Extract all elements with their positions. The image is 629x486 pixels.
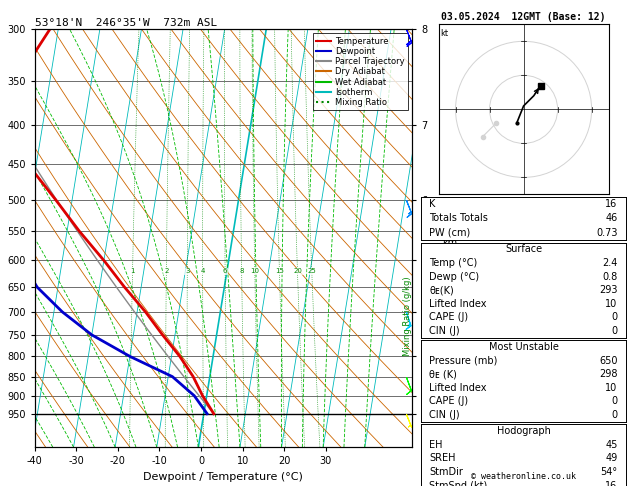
- Text: 2.4: 2.4: [603, 258, 618, 268]
- Text: 4: 4: [201, 268, 205, 275]
- X-axis label: Dewpoint / Temperature (°C): Dewpoint / Temperature (°C): [143, 472, 303, 482]
- Text: 20: 20: [293, 268, 302, 275]
- Text: Lifted Index: Lifted Index: [430, 299, 487, 309]
- Text: Lifted Index: Lifted Index: [430, 383, 487, 393]
- Text: 54°: 54°: [601, 467, 618, 477]
- Text: 6: 6: [223, 268, 227, 275]
- Text: StmDir: StmDir: [430, 467, 464, 477]
- Text: © weatheronline.co.uk: © weatheronline.co.uk: [471, 472, 576, 481]
- Text: 0.8: 0.8: [603, 272, 618, 281]
- Text: 45: 45: [605, 440, 618, 450]
- Text: Most Unstable: Most Unstable: [489, 342, 559, 352]
- Text: 46: 46: [606, 213, 618, 224]
- Text: 0: 0: [611, 410, 618, 420]
- Text: K: K: [430, 199, 436, 209]
- Text: 8: 8: [240, 268, 244, 275]
- Text: 25: 25: [308, 268, 316, 275]
- Text: 293: 293: [599, 285, 618, 295]
- Text: 15: 15: [275, 268, 284, 275]
- Text: StmSpd (kt): StmSpd (kt): [430, 481, 487, 486]
- Text: Surface: Surface: [505, 244, 542, 254]
- Text: 10: 10: [606, 383, 618, 393]
- Text: 03.05.2024  12GMT (Base: 12): 03.05.2024 12GMT (Base: 12): [442, 12, 606, 22]
- Text: θᴇ (K): θᴇ (K): [430, 369, 457, 379]
- Text: CIN (J): CIN (J): [430, 410, 460, 420]
- Text: 16: 16: [606, 481, 618, 486]
- Text: CIN (J): CIN (J): [430, 326, 460, 336]
- Text: CAPE (J): CAPE (J): [430, 397, 469, 406]
- Text: Mixing Ratio (g/kg): Mixing Ratio (g/kg): [403, 276, 412, 356]
- Text: Dewp (°C): Dewp (°C): [430, 272, 479, 281]
- Text: Hodograph: Hodograph: [497, 426, 550, 436]
- Text: CAPE (J): CAPE (J): [430, 312, 469, 322]
- Legend: Temperature, Dewpoint, Parcel Trajectory, Dry Adiabat, Wet Adiabat, Isotherm, Mi: Temperature, Dewpoint, Parcel Trajectory…: [313, 34, 408, 110]
- Text: θᴇ(K): θᴇ(K): [430, 285, 454, 295]
- Text: kt: kt: [440, 29, 448, 38]
- Text: PW (cm): PW (cm): [430, 228, 470, 238]
- Text: 0: 0: [611, 326, 618, 336]
- Text: 3: 3: [185, 268, 189, 275]
- Text: Pressure (mb): Pressure (mb): [430, 356, 498, 365]
- Text: 1: 1: [130, 268, 135, 275]
- Text: 10: 10: [606, 299, 618, 309]
- Text: 53°18'N  246°35'W  732m ASL: 53°18'N 246°35'W 732m ASL: [35, 18, 217, 28]
- Y-axis label: hPa: hPa: [0, 228, 1, 248]
- Text: EH: EH: [430, 440, 443, 450]
- Text: 10: 10: [250, 268, 259, 275]
- Text: SREH: SREH: [430, 453, 456, 463]
- Text: 298: 298: [599, 369, 618, 379]
- Text: 0.73: 0.73: [596, 228, 618, 238]
- Text: 0: 0: [611, 397, 618, 406]
- Text: 49: 49: [606, 453, 618, 463]
- Text: 650: 650: [599, 356, 618, 365]
- Text: 16: 16: [606, 199, 618, 209]
- Text: 2: 2: [164, 268, 169, 275]
- Text: Totals Totals: Totals Totals: [430, 213, 488, 224]
- Text: 0: 0: [611, 312, 618, 322]
- Y-axis label: km
ASL: km ASL: [441, 238, 459, 260]
- Text: Temp (°C): Temp (°C): [430, 258, 477, 268]
